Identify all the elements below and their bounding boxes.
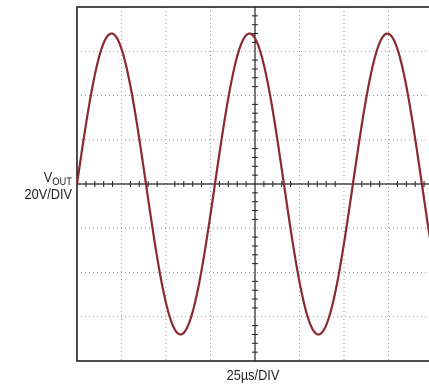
vout-trace (75, 32, 429, 336)
vout-symbol: V (43, 169, 53, 186)
x-axis-label-wrapper: 25µs/DIV (0, 367, 429, 384)
y-axis-label: VOUT 20V/DIV (13, 169, 73, 203)
vout-subscript: OUT (52, 176, 72, 188)
x-scale-label: 25µs/DIV (226, 367, 279, 384)
y-scale-label: 20V/DIV (24, 186, 73, 203)
grid (77, 7, 429, 361)
